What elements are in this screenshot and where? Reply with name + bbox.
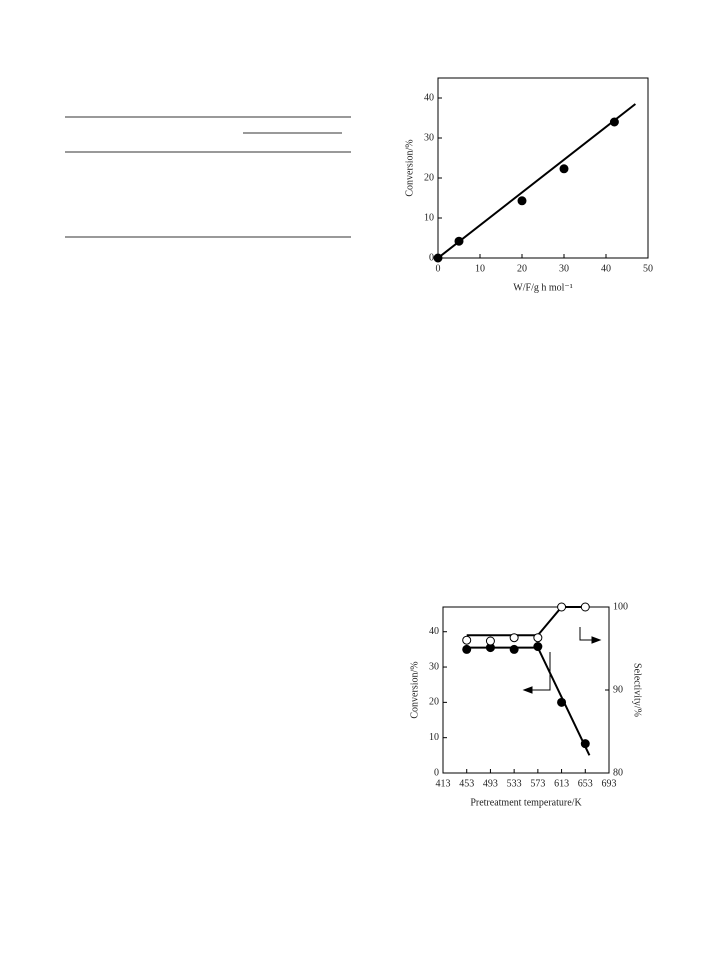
x-tick-label: 613	[554, 778, 569, 789]
trend-line	[466, 606, 586, 637]
x-tick-label: 653	[578, 778, 593, 789]
trend-line	[466, 646, 591, 756]
y-tick-label: 10	[429, 732, 439, 743]
data-point	[580, 739, 590, 749]
data-point	[533, 642, 543, 652]
x-tick-label: 0	[436, 263, 441, 274]
x-tick-label: 10	[475, 263, 485, 274]
x-tick-label: 413	[436, 778, 451, 789]
x-tick-label: 573	[530, 778, 545, 789]
y-tick-label: 40	[429, 626, 439, 637]
y-tick-label: 10	[424, 212, 434, 223]
x-tick-label: 50	[643, 263, 653, 274]
y-tick-label: 20	[429, 697, 439, 708]
x-tick-label: 40	[601, 263, 611, 274]
x-tick-label: 533	[507, 778, 522, 789]
data-point	[454, 236, 464, 246]
y-tick-label: 20	[424, 172, 434, 183]
data-point	[609, 117, 619, 127]
plot-frame	[437, 77, 649, 259]
data-point	[509, 644, 519, 654]
y2-tick-label: 80	[613, 767, 623, 778]
y-tick-label: 30	[424, 132, 434, 143]
data-point	[462, 644, 472, 654]
y-tick-label: 40	[424, 92, 434, 103]
x-tick-label: 453	[459, 778, 474, 789]
data-point	[517, 196, 527, 206]
y-axis-label: Conversion/%	[404, 139, 415, 196]
data-point	[485, 636, 495, 646]
y2-tick-label: 90	[613, 684, 623, 695]
trend-line	[437, 103, 637, 259]
y2-axis-label: Selectivity/%	[632, 663, 643, 717]
x-axis-label: W/F/g h mol⁻¹	[513, 282, 572, 293]
x-tick-label: 30	[559, 263, 569, 274]
data-point	[557, 602, 567, 612]
data-point	[559, 164, 569, 174]
x-tick-label: 20	[517, 263, 527, 274]
data-point	[533, 633, 543, 643]
y2-tick-label: 100	[613, 601, 628, 612]
y-axis-label: Conversion/%	[409, 661, 420, 718]
y-tick-label: 0	[429, 252, 434, 263]
x-tick-label: 693	[602, 778, 617, 789]
y-tick-label: 30	[429, 661, 439, 672]
x-axis-label: Pretreatment temperature/K	[470, 797, 582, 808]
data-point	[462, 635, 472, 645]
data-point	[557, 697, 567, 707]
x-tick-label: 493	[483, 778, 498, 789]
y-tick-label: 0	[434, 767, 439, 778]
data-point	[580, 602, 590, 612]
data-point	[433, 253, 443, 263]
data-point	[509, 633, 519, 643]
arrows	[522, 627, 602, 694]
